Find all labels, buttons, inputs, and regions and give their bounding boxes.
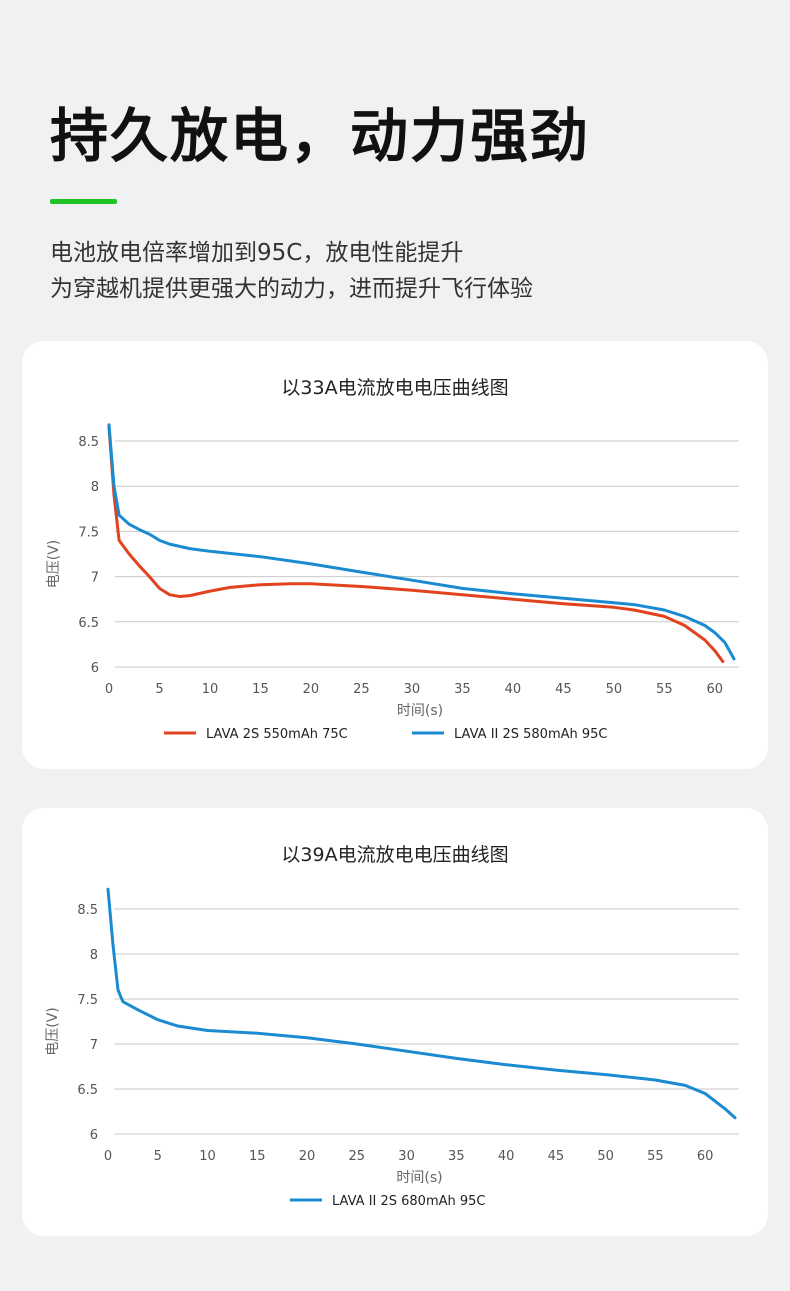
chart-svg: 6 6.5 7 7.5 8 8.5 0 5 10 15 20 25 30 35 40 45 50 55 60 时间(s… [45,887,739,1209]
y-tick-label: 6.5 [78,616,99,631]
x-tick-label: 60 [707,682,724,697]
y-tick-label: 8 [91,480,99,495]
x-axis-title: 时间(s) [397,703,443,719]
subtitle-line-2: 为穿越机提供更强大的动力，进而提升飞行体验 [50,276,533,302]
x-tick-label: 40 [498,1149,515,1164]
y-tick-label: 7.5 [77,993,98,1008]
x-tick-label: 30 [398,1149,415,1164]
y-axis-title: 电压(V) [46,540,62,589]
x-tick-label: 0 [105,682,113,697]
page-title: 持久放电，动力强劲 [50,102,591,170]
x-axis-title: 时间(s) [396,1170,442,1186]
x-tick-label: 50 [597,1149,614,1164]
y-tick-label: 7 [91,571,99,586]
y-tick-label: 8.5 [77,903,98,918]
legend-label: LAVA 2S 550mAh 75C [206,727,348,742]
x-tick-label: 45 [548,1149,565,1164]
x-tick-label: 15 [252,682,269,697]
title-accent-bar [50,199,117,204]
x-tick-label: 10 [199,1149,216,1164]
subtitle-line-1: 电池放电倍率增加到95C，放电性能提升 [50,240,464,266]
legend-label: LAVA II 2S 680mAh 95C [332,1194,486,1209]
series-line [107,423,736,661]
x-tick-label: 25 [353,682,370,697]
page-subtitle: 电池放电倍率增加到95C，放电性能提升 为穿越机提供更强大的动力，进而提升飞行体… [50,235,533,307]
x-tick-label: 20 [299,1149,316,1164]
x-tick-label: 45 [555,682,572,697]
chart-card-39a: 以39A电流放电电压曲线图 6 6.5 7 7.5 8 8.5 0 5 10 15 20 25 30 35… [22,808,768,1236]
series-line [107,425,725,664]
x-tick-label: 55 [647,1149,664,1164]
series-line [106,887,737,1120]
x-tick-label: 5 [155,682,163,697]
chart-card-33a: 以33A电流放电电压曲线图 6 6.5 7 7.5 8 8.5 0 5 10 15 20 25 30 35… [22,341,768,769]
x-tick-label: 35 [448,1149,465,1164]
y-tick-label: 6 [90,1128,98,1143]
chart-title: 以39A电流放电电压曲线图 [281,844,509,866]
y-tick-label: 6.5 [77,1083,98,1098]
y-tick-label: 8.5 [78,435,99,450]
x-tick-label: 0 [104,1149,112,1164]
x-tick-label: 15 [249,1149,266,1164]
y-tick-label: 6 [91,661,99,676]
x-tick-label: 25 [349,1149,366,1164]
x-tick-label: 55 [656,682,673,697]
x-tick-label: 60 [697,1149,714,1164]
x-tick-label: 10 [202,682,219,697]
chart-svg: 6 6.5 7 7.5 8 8.5 0 5 10 15 20 25 30 35 40 45 50 55 60 时间(s… [46,423,739,742]
x-tick-label: 35 [454,682,471,697]
x-tick-label: 5 [154,1149,162,1164]
y-axis-title: 电压(V) [45,1007,61,1056]
y-tick-label: 7.5 [78,525,99,540]
y-tick-label: 8 [90,948,98,963]
x-tick-label: 50 [606,682,623,697]
x-tick-label: 20 [303,682,320,697]
legend-label: LAVA II 2S 580mAh 95C [454,727,608,742]
x-tick-label: 40 [505,682,522,697]
x-tick-label: 30 [404,682,421,697]
y-tick-label: 7 [90,1038,98,1053]
chart-title: 以33A电流放电电压曲线图 [281,377,509,399]
